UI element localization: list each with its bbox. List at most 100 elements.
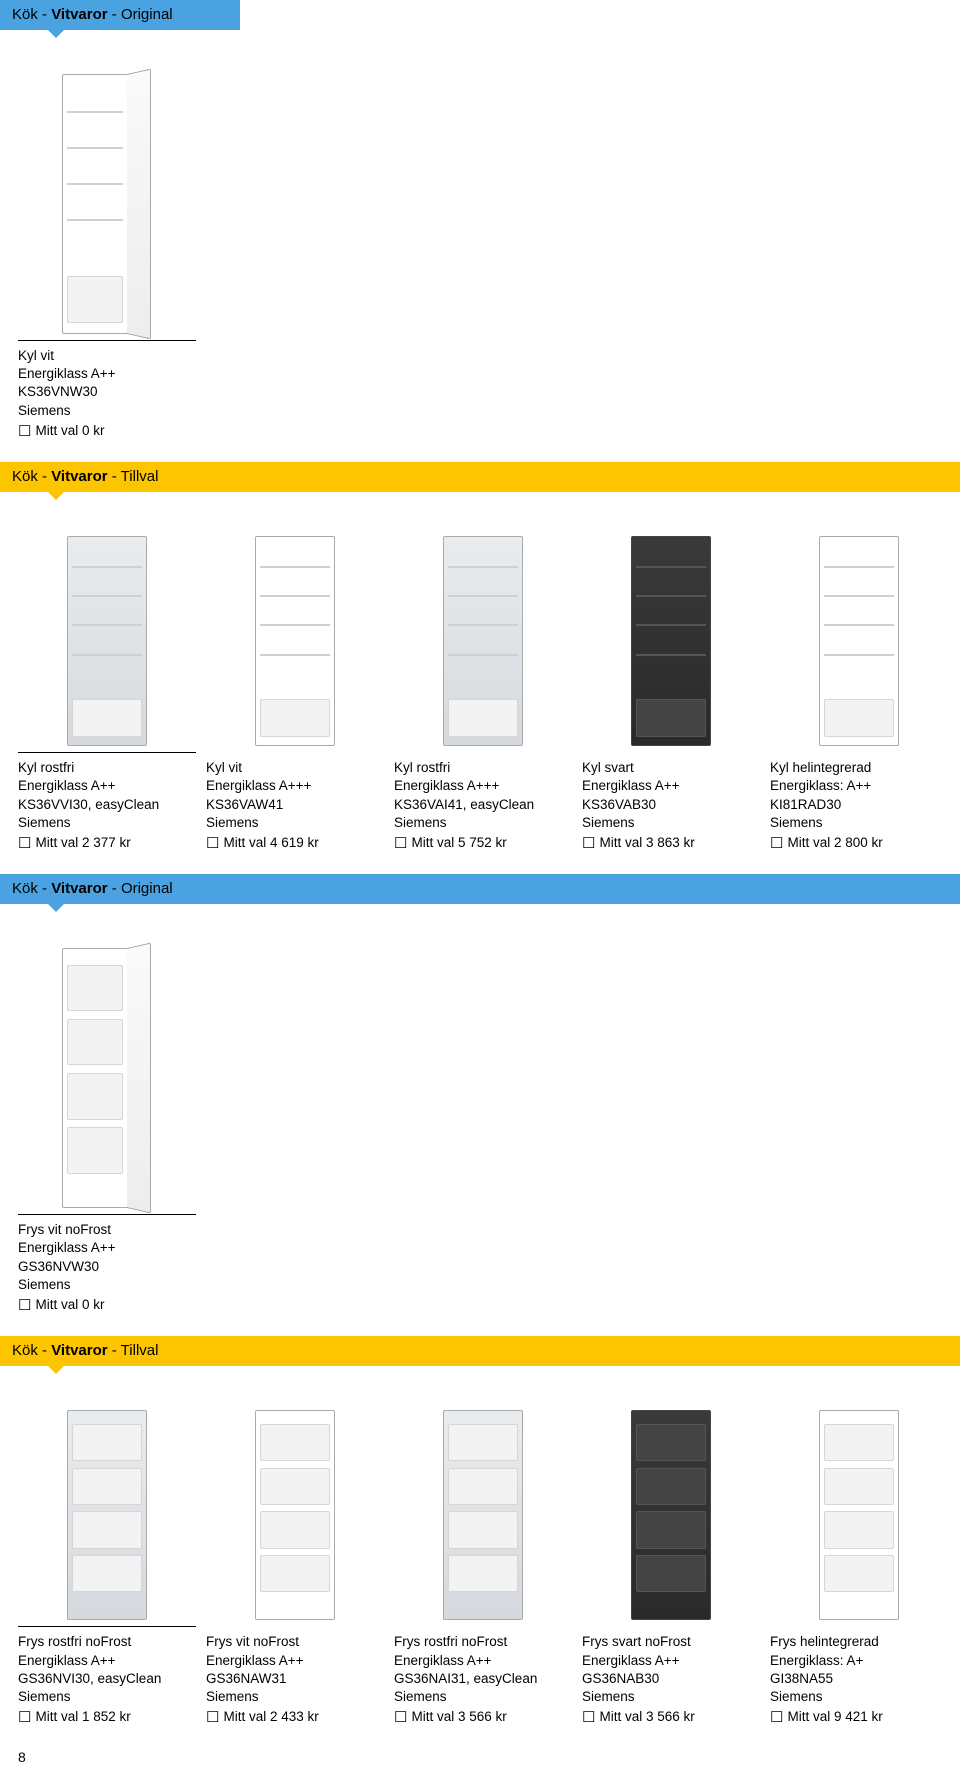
product-text: Kyl rostfriEnergiklass A+++KS36VAI41, ea… — [394, 759, 572, 854]
product-price-line[interactable]: ☐Mitt val 3 566 kr — [582, 1708, 760, 1728]
price-prefix: Mitt val — [411, 835, 458, 850]
banner-text-post: - Original — [108, 6, 173, 23]
product-energy: Energiklass A++ — [18, 1239, 196, 1257]
product-price: 5 752 kr — [458, 835, 507, 850]
product-price-line[interactable]: ☐Mitt val 2 433 kr — [206, 1708, 384, 1728]
section-banner-original-1: Kök - Vitvaror - Original — [0, 0, 240, 30]
product-title: Kyl helintegrerad — [770, 759, 948, 777]
price-prefix: Mitt val — [35, 423, 82, 438]
product-energy: Energiklass A+++ — [394, 777, 572, 795]
product-model: KI81RAD30 — [770, 796, 948, 814]
product-text: Frys svart noFrostEnergiklass A++GS36NAB… — [582, 1633, 760, 1728]
appliance-icon — [819, 536, 899, 746]
section-banner-tillval-2: Kök - Vitvaror - Tillval — [0, 1336, 960, 1366]
price-prefix: Mitt val — [35, 1297, 82, 1312]
product-brand: Siemens — [394, 1688, 572, 1706]
product-brand: Siemens — [206, 814, 384, 832]
product-price-line[interactable]: ☐Mitt val 3 566 kr — [394, 1708, 572, 1728]
checkbox-icon[interactable]: ☐ — [18, 1708, 31, 1728]
product-model: GS36NAI31, easyClean — [394, 1670, 572, 1688]
product-image — [18, 1380, 196, 1620]
product-title: Frys rostfri noFrost — [18, 1633, 196, 1651]
product-title: Frys vit noFrost — [18, 1221, 196, 1239]
product-energy: Energiklass A++ — [18, 1652, 196, 1670]
product-price-line[interactable]: ☐ Mitt val 5 752 kr — [394, 834, 572, 854]
product-model: GS36NVW30 — [18, 1258, 196, 1276]
section-banner-original-2: Kök - Vitvaror - Original — [0, 874, 960, 904]
product-card: Kyl vit Energiklass A++ KS36VNW30 Siemen… — [18, 44, 196, 442]
product-brand: Siemens — [770, 1688, 948, 1706]
product-energy: Energiklass: A++ — [770, 777, 948, 795]
product-price-line[interactable]: ☐Mitt val 9 421 kr — [770, 1708, 948, 1728]
product-price: 9 421 kr — [834, 1709, 883, 1724]
product-model: GS36NAW31 — [206, 1670, 384, 1688]
product-price-line[interactable]: ☐Mitt val 2 800 kr — [770, 834, 948, 854]
product-image — [18, 44, 196, 334]
banner-text-bold: Vitvaror — [51, 468, 107, 485]
appliance-icon — [631, 536, 711, 746]
product-image — [582, 1380, 760, 1620]
product-price-line[interactable]: ☐Mitt val 2 377 kr — [18, 834, 196, 854]
checkbox-icon[interactable]: ☐ — [18, 834, 31, 854]
checkbox-icon[interactable]: ☐ — [206, 834, 219, 854]
checkbox-icon[interactable]: ☐ — [770, 834, 783, 854]
price-prefix: Mitt val — [599, 835, 646, 850]
product-price-line[interactable]: ☐Mitt val 4 619 kr — [206, 834, 384, 854]
checkbox-icon[interactable]: ☐ — [18, 422, 31, 442]
banner-text-post: - Tillval — [108, 1342, 159, 1359]
product-brand: Siemens — [394, 814, 572, 832]
product-price: 1 852 kr — [82, 1709, 131, 1724]
product-price: 2 377 kr — [82, 835, 131, 850]
product-text: Kyl helintegreradEnergiklass: A++KI81RAD… — [770, 759, 948, 854]
product-image — [582, 506, 760, 746]
product-model: KS36VAI41, easyClean — [394, 796, 572, 814]
product-card: Kyl svartEnergiklass A++KS36VAB30Siemens… — [582, 506, 760, 854]
product-text: Frys rostfri noFrostEnergiklass A++GS36N… — [394, 1633, 572, 1728]
product-text: Kyl vit Energiklass A++ KS36VNW30 Siemen… — [18, 347, 196, 442]
product-title: Kyl rostfri — [18, 759, 196, 777]
fridge-icon — [62, 74, 153, 334]
checkbox-icon[interactable]: ☐ — [394, 834, 407, 854]
checkbox-icon[interactable]: ☐ — [206, 1708, 219, 1728]
appliance-icon — [255, 536, 335, 746]
product-image — [18, 506, 196, 746]
product-image — [206, 1380, 384, 1620]
banner-text-bold: Vitvaror — [51, 1342, 107, 1359]
product-row-3: Frys vit noFrost Energiklass A++ GS36NVW… — [0, 904, 960, 1336]
product-card: Frys helintegreradEnergiklass: A+GI38NA5… — [770, 1380, 948, 1728]
page-number: 8 — [18, 1749, 26, 1765]
checkbox-icon[interactable]: ☐ — [770, 1708, 783, 1728]
product-energy: Energiklass A++ — [582, 1652, 760, 1670]
checkbox-icon[interactable]: ☐ — [18, 1296, 31, 1316]
banner-text-pre: Kök - — [12, 880, 51, 897]
product-title: Kyl svart — [582, 759, 760, 777]
product-price: 2 433 kr — [270, 1709, 319, 1724]
product-card: Kyl rostfriEnergiklass A+++KS36VAI41, ea… — [394, 506, 572, 854]
product-energy: Energiklass A++ — [18, 777, 196, 795]
banner-text-bold: Vitvaror — [51, 6, 107, 23]
product-card: Frys vit noFrost Energiklass A++ GS36NVW… — [18, 918, 196, 1316]
product-model: KS36VVI30, easyClean — [18, 796, 196, 814]
checkbox-icon[interactable]: ☐ — [582, 834, 595, 854]
appliance-icon — [67, 536, 147, 746]
product-price-line[interactable]: ☐ Mitt val 1 852 kr — [18, 1708, 196, 1728]
product-title: Kyl vit — [18, 347, 196, 365]
banner-text-post: - Original — [108, 880, 173, 897]
product-title: Frys vit noFrost — [206, 1633, 384, 1651]
price-prefix: Mitt val — [35, 1709, 82, 1724]
product-text: Frys vit noFrostEnergiklass A++GS36NAW31… — [206, 1633, 384, 1728]
checkbox-icon[interactable]: ☐ — [582, 1708, 595, 1728]
catalog-page: Kök - Vitvaror - Original Kyl vit Energi… — [0, 0, 960, 1769]
product-price-line[interactable]: ☐Mitt val 0 kr — [18, 1296, 196, 1316]
product-image — [206, 506, 384, 746]
product-price-line[interactable]: ☐Mitt val 0 kr — [18, 422, 196, 442]
product-image — [18, 918, 196, 1208]
product-price: 4 619 kr — [270, 835, 319, 850]
product-card: Kyl vitEnergiklass A+++KS36VAW41Siemens☐… — [206, 506, 384, 854]
checkbox-icon[interactable]: ☐ — [394, 1708, 407, 1728]
product-row-4: Frys rostfri noFrostEnergiklass A++GS36N… — [0, 1366, 960, 1748]
product-image — [770, 506, 948, 746]
product-energy: Energiklass A++ — [206, 1652, 384, 1670]
appliance-icon — [631, 1410, 711, 1620]
product-price-line[interactable]: ☐Mitt val 3 863 kr — [582, 834, 760, 854]
